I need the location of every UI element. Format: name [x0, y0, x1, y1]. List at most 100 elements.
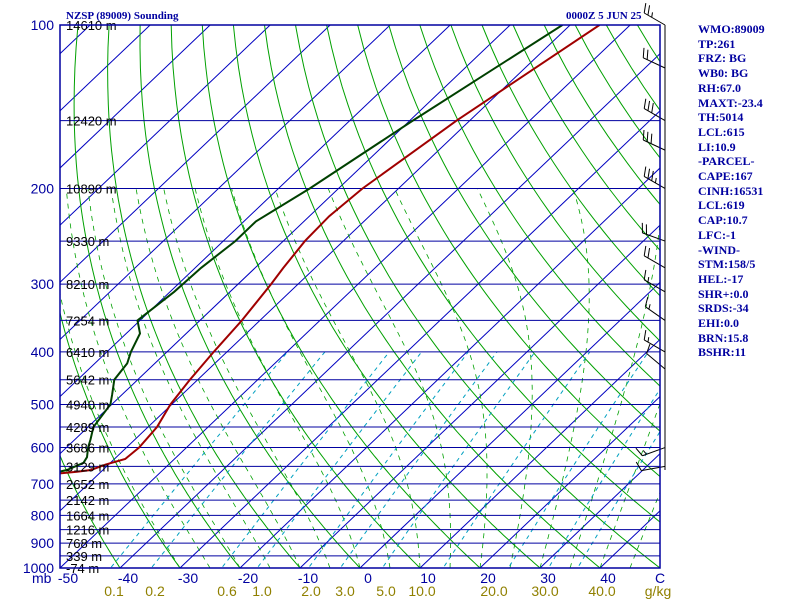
isotherm-line	[299, 224, 660, 568]
stat-line: CAP:10.7	[698, 213, 748, 228]
moist-adiabat-line	[110, 188, 271, 568]
isotherm-line	[0, 25, 30, 568]
height-label: 2142 m	[66, 493, 109, 508]
stat-line: BRN:15.8	[698, 330, 749, 345]
stat-line: RH:67.0	[698, 80, 741, 95]
mixing-ratio-line	[381, 351, 536, 568]
stat-line: BSHR:11	[698, 345, 747, 360]
mixing-ratio-label: 0.2	[145, 583, 165, 599]
mixing-ratio-line	[256, 351, 422, 568]
pressure-tick-label: 500	[31, 397, 55, 413]
stat-line: TP:261	[698, 36, 736, 51]
temperature-tick-label: 20	[480, 570, 496, 586]
mixing-ratio-unit-label: g/kg	[645, 583, 671, 599]
isobars	[60, 24, 660, 569]
stat-line: -PARCEL-	[698, 154, 755, 169]
pressure-tick-label: 400	[31, 344, 55, 360]
temperature-tick-label: -20	[238, 570, 258, 586]
height-label: 6410 m	[66, 345, 109, 360]
wind-barb	[643, 245, 666, 269]
wind-barb	[643, 98, 666, 122]
pressure-tick-label: 800	[31, 507, 55, 523]
stat-line: -WIND-	[698, 242, 740, 257]
pressure-tick-label: 900	[31, 535, 55, 551]
station-title: NZSP (89009) Sounding	[66, 10, 179, 22]
height-label: 2652 m	[66, 477, 109, 492]
isotherm-line	[60, 25, 631, 568]
isotherm-line	[60, 25, 571, 512]
dry-adiabat-line	[201, 25, 481, 568]
isotherm-line	[60, 25, 271, 226]
isotherm-line	[60, 25, 331, 283]
mixing-ratio-label: 30.0	[531, 583, 558, 599]
mixing-ratio-label: 0.1	[104, 583, 124, 599]
dry-adiabat-line	[793, 25, 800, 580]
stat-line: CINH:16531	[698, 183, 764, 198]
mixing-ratio-line	[339, 351, 498, 568]
mixing-ratio-line	[442, 351, 591, 568]
mixing-ratio-line	[547, 388, 660, 568]
observation-time: 0000Z 5 JUN 25	[566, 10, 642, 22]
stat-line: LFC:-1	[698, 227, 736, 242]
stat-line: LCL:619	[698, 198, 745, 213]
dry-adiabat-line	[388, 25, 660, 432]
stat-line: FRZ: BG	[698, 51, 747, 66]
pressure-unit-label: mb	[32, 570, 52, 586]
mixing-ratio-label: 20.0	[480, 583, 507, 599]
height-label: 1664 m	[66, 508, 109, 523]
stat-line: CAPE:167	[698, 169, 753, 184]
stat-line: SHR+:0.0	[698, 286, 749, 301]
wind-barb	[642, 47, 666, 69]
height-label: 3686 m	[66, 441, 109, 456]
dry-adiabat-line	[450, 25, 660, 342]
plot-frame	[59, 24, 661, 569]
dry-adiabat-line	[60, 567, 61, 568]
wind-barb	[635, 447, 666, 457]
stat-line: SRDS:-34	[698, 301, 749, 316]
wind-barb	[646, 343, 666, 370]
stat-line: HEL:-17	[698, 271, 744, 286]
dry-adiabat-line	[264, 25, 601, 568]
dry-adiabat-line	[73, 25, 241, 568]
stat-line: LI:10.9	[698, 139, 736, 154]
wind-barb	[641, 222, 666, 242]
height-label: 339 m	[66, 549, 102, 564]
isotherm-line	[119, 53, 660, 568]
pressure-tick-label: 300	[31, 276, 55, 292]
stats-panel: WMO:89009 TP:261 FRZ: BG WB0: BG RH:67.0 MAXT…	[698, 22, 765, 360]
pressure-tick-label: 700	[31, 476, 55, 492]
dewpoint-trace	[60, 25, 563, 473]
temperature-tick-label: 10	[420, 570, 436, 586]
height-label: 768 m	[66, 536, 102, 551]
pressure-tick-label: 600	[31, 440, 55, 456]
temperature-tick-label: -10	[298, 570, 318, 586]
dry-adiabats	[60, 25, 800, 580]
isotherm-line	[60, 25, 451, 398]
temperature-tick-label: -30	[178, 570, 198, 586]
wind-barb	[643, 269, 666, 293]
stat-line: WMO:89009	[698, 22, 765, 36]
height-label: 8210 m	[66, 277, 109, 292]
wind-barb	[643, 166, 666, 189]
wind-barb	[643, 3, 666, 26]
dry-adiabat-line	[232, 25, 541, 568]
wind-barb	[635, 461, 666, 472]
isotherm-line	[479, 395, 660, 568]
dry-adiabat-line	[170, 25, 421, 568]
moist-adiabat-line	[569, 219, 660, 568]
dry-adiabat-line	[512, 25, 660, 252]
temperature-tick-label: 40	[600, 570, 616, 586]
sounding-traces	[60, 25, 601, 475]
isotherm-line	[419, 338, 660, 568]
mixing-ratio-line	[109, 351, 288, 568]
height-label: 5642 m	[66, 373, 109, 388]
isotherm-line	[359, 281, 660, 568]
stat-line: MAXT:-23.4	[698, 95, 763, 110]
wind-barb	[642, 129, 666, 151]
isotherm-line	[539, 453, 660, 568]
dry-adiabat-line	[295, 25, 660, 568]
temperature-trace	[60, 25, 601, 475]
mixing-ratio-label: 2.0	[301, 583, 321, 599]
